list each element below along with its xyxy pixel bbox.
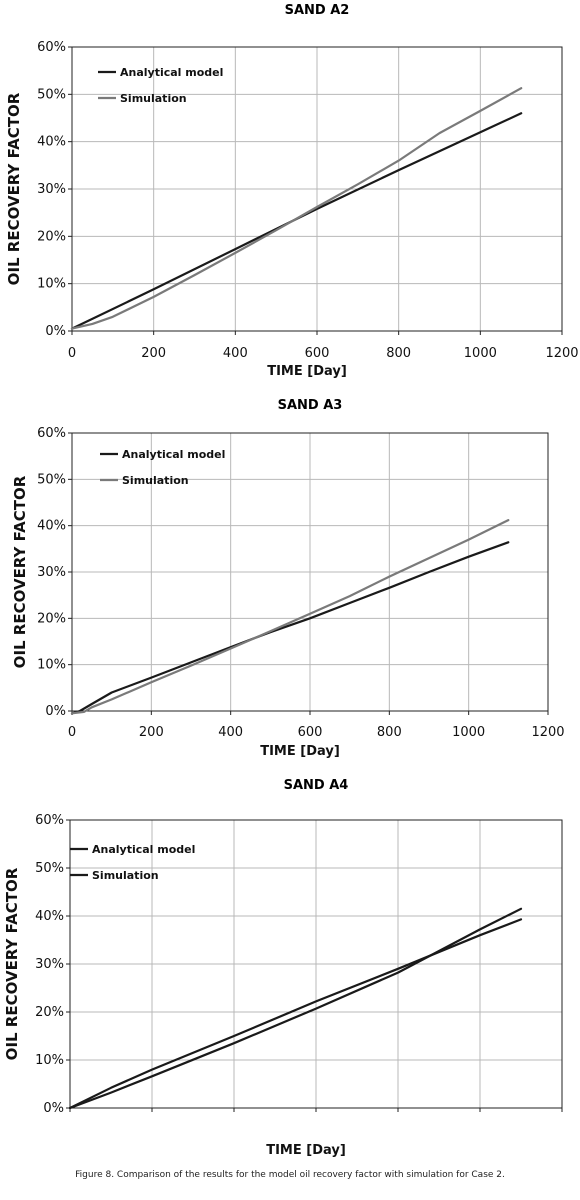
x-tick-label: 1000 (452, 725, 485, 740)
x-tick-label: 0 (68, 346, 76, 361)
legend-label: Analytical model (120, 66, 223, 79)
y-tick-label: 40% (37, 519, 66, 534)
y-axis-label: OIL RECOVERY FACTOR (11, 475, 29, 668)
x-axis-label: TIME [Day] (260, 744, 340, 759)
series-line-simulation (70, 87, 523, 330)
y-tick-label: 60% (37, 426, 66, 441)
chart-title: SAND A2 (285, 3, 350, 18)
x-tick-label: 800 (386, 346, 411, 361)
y-tick-label: 20% (37, 611, 66, 626)
y-tick-label: 10% (37, 277, 66, 292)
y-tick-label: 0% (45, 324, 66, 339)
x-tick-label: 0 (68, 725, 76, 740)
x-tick-label: 1200 (545, 346, 578, 361)
x-tick-label: 800 (377, 725, 402, 740)
y-tick-label: 0% (43, 1101, 64, 1116)
x-tick-label: 200 (139, 725, 164, 740)
chart-title: SAND A4 (284, 778, 349, 793)
y-tick-label: 60% (37, 40, 66, 55)
y-axis-label: OIL RECOVERY FACTOR (5, 92, 23, 285)
x-tick-label: 400 (218, 725, 243, 740)
series-line-simulation (68, 907, 523, 1110)
legend-label: Analytical model (92, 843, 195, 856)
x-tick-label: 600 (305, 346, 330, 361)
legend-label: Simulation (120, 92, 187, 105)
y-tick-label: 50% (37, 472, 66, 487)
y-axis-label: OIL RECOVERY FACTOR (3, 867, 21, 1060)
y-tick-label: 30% (37, 565, 66, 580)
series-line-analytical-model (70, 112, 523, 330)
y-tick-label: 30% (37, 182, 66, 197)
x-tick-label: 1000 (464, 346, 497, 361)
x-tick-label: 1200 (531, 725, 564, 740)
series-line-analytical-model (68, 918, 523, 1110)
y-tick-label: 40% (37, 135, 66, 150)
y-tick-label: 30% (35, 957, 64, 972)
x-tick-label: 200 (141, 346, 166, 361)
y-tick-label: 10% (35, 1053, 64, 1068)
y-tick-label: 60% (35, 813, 64, 828)
y-tick-label: 40% (35, 909, 64, 924)
series-line-simulation (70, 518, 510, 715)
y-tick-label: 10% (37, 658, 66, 673)
x-axis-label: TIME [Day] (267, 364, 347, 379)
chart-title: SAND A3 (278, 398, 343, 413)
y-tick-label: 20% (37, 229, 66, 244)
figure-caption: Figure 8. Comparison of the results for … (75, 1170, 505, 1180)
x-tick-label: 400 (223, 346, 248, 361)
x-axis-label: TIME [Day] (266, 1143, 346, 1158)
y-tick-label: 20% (35, 1005, 64, 1020)
legend-label: Simulation (92, 869, 159, 882)
x-tick-label: 600 (298, 725, 323, 740)
legend-label: Simulation (122, 474, 189, 487)
y-tick-label: 0% (45, 704, 66, 719)
y-tick-label: 50% (37, 87, 66, 102)
legend-label: Analytical model (122, 448, 225, 461)
y-tick-label: 50% (35, 861, 64, 876)
